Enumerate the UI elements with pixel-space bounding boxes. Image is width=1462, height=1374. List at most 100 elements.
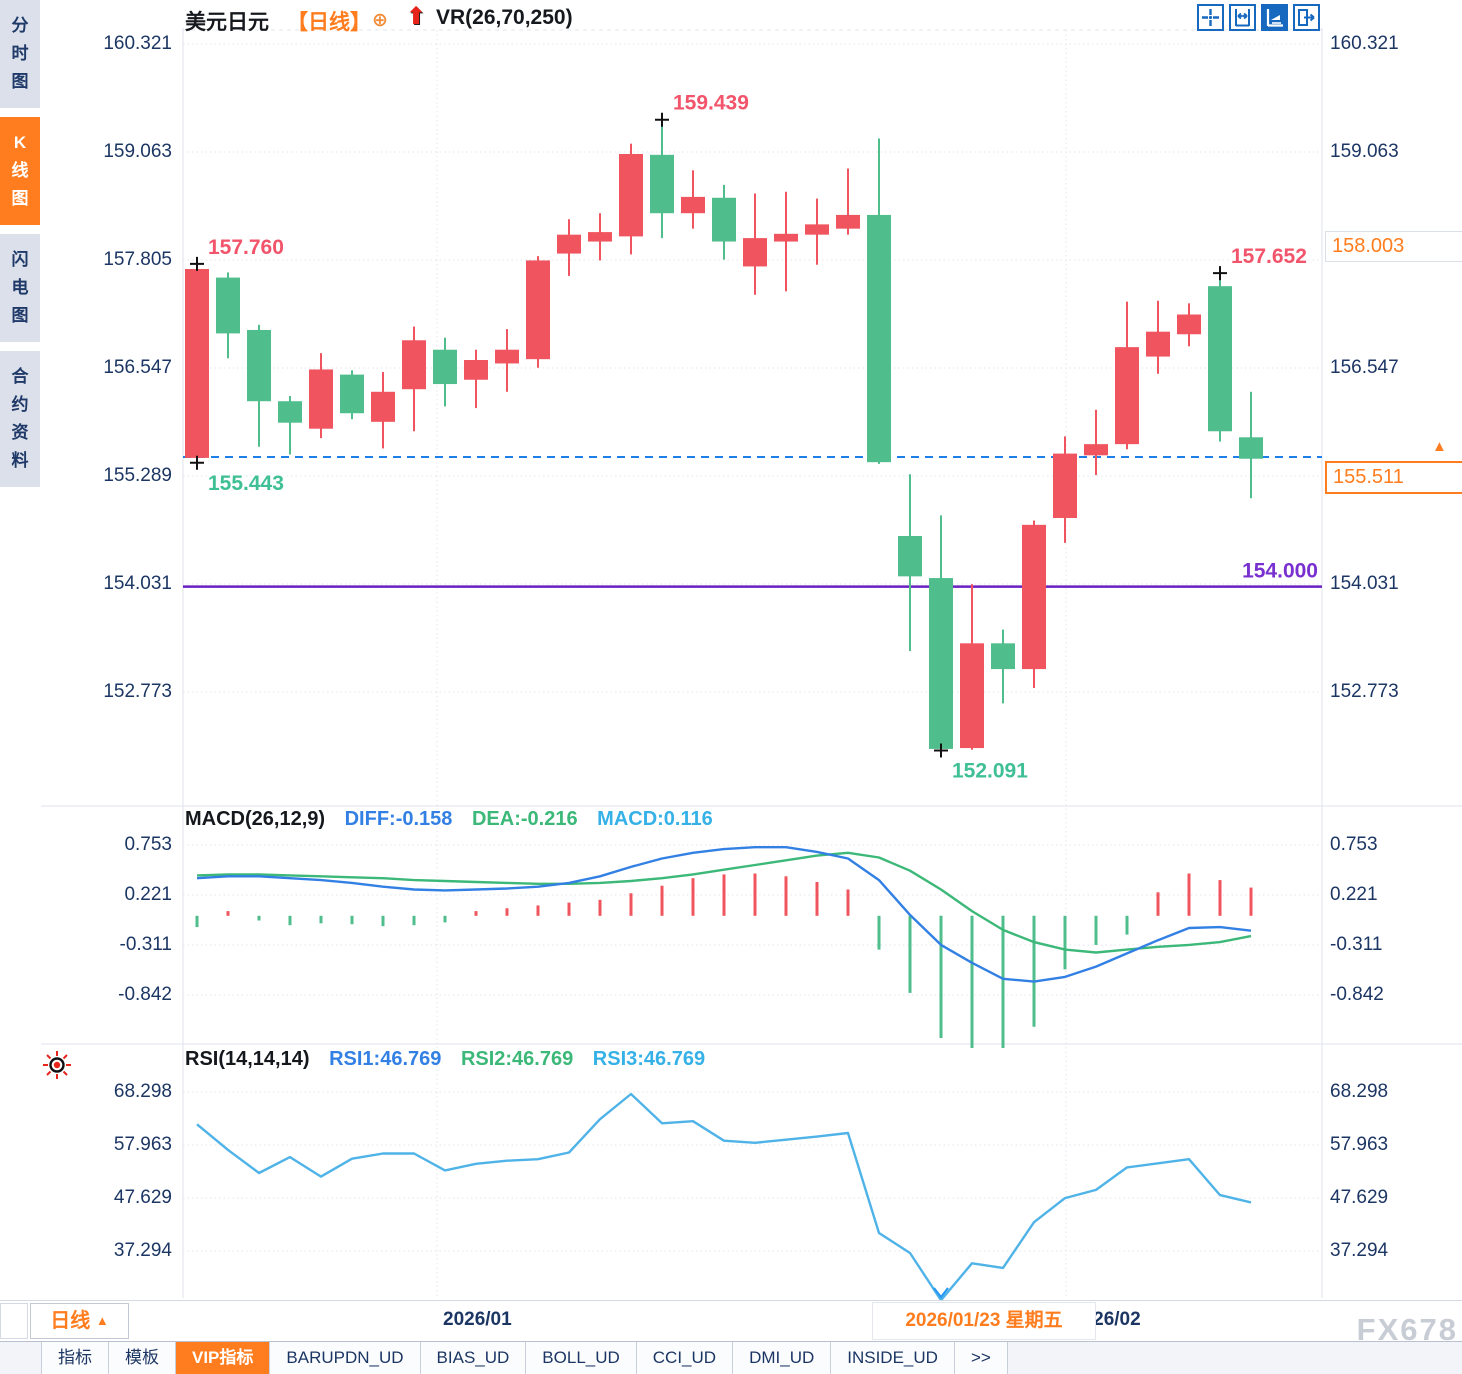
rsi-axis-left-label: 68.298 bbox=[113, 1081, 172, 1102]
overlay-indicator-label[interactable]: VR(26,70,250) bbox=[436, 6, 573, 29]
rsi2-value: RSI2:46.769 bbox=[460, 1048, 574, 1070]
tab->>[interactable]: >> bbox=[954, 1342, 1008, 1374]
candle-body[interactable] bbox=[557, 234, 581, 254]
tab-dmi_ud[interactable]: DMI_UD bbox=[733, 1342, 832, 1374]
indicator-tabbar: 指标 模板 VIP指标 BARUPDN_UD BIAS_UD BOLL_UD CCI_UD D… bbox=[0, 1341, 1462, 1374]
candle-body[interactable] bbox=[1115, 347, 1139, 445]
rsi-header: RSI(14,14,14) RSI1:46.769 RSI2:46.769 RS… bbox=[185, 1048, 705, 1071]
candle-body[interactable] bbox=[1053, 453, 1077, 518]
extreme-marker-icon bbox=[190, 256, 204, 271]
macd-axis-right-label: -0.311 bbox=[1330, 934, 1383, 955]
rsi1-value: RSI1:46.769 bbox=[329, 1048, 442, 1070]
extreme-marker-icon bbox=[934, 743, 948, 758]
macd-axis-right-label: 0.753 bbox=[1330, 834, 1378, 855]
candle-body[interactable] bbox=[929, 578, 953, 749]
target-icon[interactable]: ⊕ bbox=[372, 10, 388, 31]
sidebar-item-2[interactable]: 闪电图 bbox=[0, 234, 40, 342]
candle-body[interactable] bbox=[1022, 524, 1046, 670]
tab-boll_ud[interactable]: BOLL_UD bbox=[526, 1342, 637, 1374]
sidebar-item-3[interactable]: 合约资料 bbox=[0, 351, 40, 487]
tab-vip指标[interactable]: VIP指标 bbox=[176, 1342, 271, 1374]
price-axis-left-label: 156.547 bbox=[103, 357, 172, 378]
candle-body[interactable] bbox=[774, 233, 798, 242]
tab-指标[interactable]: 指标 bbox=[42, 1342, 109, 1374]
macd-axis-left-label: -0.842 bbox=[118, 984, 172, 1005]
watermark: FX678 bbox=[1356, 1312, 1458, 1347]
candle-body[interactable] bbox=[185, 269, 209, 458]
candle-body[interactable] bbox=[464, 360, 488, 380]
candle-body[interactable] bbox=[526, 260, 550, 360]
macd-axis-left-label: -0.311 bbox=[119, 934, 172, 955]
tabbar-spacer bbox=[0, 1342, 42, 1374]
candle-body[interactable] bbox=[743, 238, 767, 267]
time-axis-strip bbox=[0, 1300, 1462, 1341]
candle-body[interactable] bbox=[340, 374, 364, 414]
alarm-sun-icon[interactable] bbox=[41, 1049, 73, 1081]
macd-diff-value: DIFF:-0.158 bbox=[344, 808, 453, 830]
period-tag[interactable]: 【日线】 bbox=[287, 11, 371, 34]
axis-corner-cell bbox=[0, 1303, 28, 1339]
axis-range-icon[interactable] bbox=[1229, 4, 1256, 31]
candle-body[interactable] bbox=[805, 224, 829, 235]
price-annotation: 152.091 bbox=[952, 760, 1028, 783]
extreme-marker-icon bbox=[190, 455, 204, 470]
rsi-axis-left-label: 57.963 bbox=[113, 1134, 172, 1155]
current-price-box: 155.511 bbox=[1325, 461, 1462, 494]
crosshair-icon[interactable] bbox=[1197, 4, 1224, 31]
sidebar-item-0[interactable]: 分时图 bbox=[0, 0, 40, 108]
extreme-marker-icon bbox=[1213, 266, 1227, 281]
crosshair-date-text: 2026/01/23 星期五 bbox=[905, 1310, 1063, 1331]
price-axis-right-label: 156.547 bbox=[1330, 357, 1399, 378]
macd-axis-right-label: -0.842 bbox=[1330, 984, 1384, 1005]
rsi-axis-right-label: 37.294 bbox=[1330, 1240, 1389, 1261]
candle-body[interactable] bbox=[433, 349, 457, 385]
period-selector[interactable]: 日线 ▲ bbox=[30, 1303, 129, 1339]
candle-body[interactable] bbox=[681, 196, 705, 214]
candle-body[interactable] bbox=[588, 232, 612, 242]
candle-body[interactable] bbox=[371, 391, 395, 422]
symbol-title: 美元日元 bbox=[185, 11, 269, 34]
rsi-axis-right-label: 57.963 bbox=[1330, 1134, 1389, 1155]
candle-body[interactable] bbox=[247, 329, 271, 402]
candle-body[interactable] bbox=[650, 154, 674, 214]
price-up-arrow-icon: ▲ bbox=[1432, 438, 1447, 455]
candle-body[interactable] bbox=[898, 536, 922, 577]
candle-body[interactable] bbox=[712, 197, 736, 242]
purple-level-label: 154.000 bbox=[1242, 560, 1318, 583]
macd-diff-line bbox=[196, 846, 1252, 983]
candle-body[interactable] bbox=[960, 643, 984, 749]
tab-barupdn_ud[interactable]: BARUPDN_UD bbox=[270, 1342, 421, 1374]
candle-body[interactable] bbox=[278, 401, 302, 423]
tab-inside_ud[interactable]: INSIDE_UD bbox=[831, 1342, 955, 1374]
candle-body[interactable] bbox=[309, 369, 333, 429]
candle-body[interactable] bbox=[402, 340, 426, 390]
tab-cci_ud[interactable]: CCI_UD bbox=[636, 1342, 734, 1374]
candle-body[interactable] bbox=[619, 153, 643, 237]
macd-axis-right-label: 0.221 bbox=[1330, 884, 1378, 905]
price-axis-right-label: 160.321 bbox=[1330, 33, 1399, 54]
macd-title[interactable]: MACD(26,12,9) bbox=[185, 808, 326, 830]
price-axis-left-label: 154.031 bbox=[103, 573, 172, 594]
macd-dea-line bbox=[196, 851, 1252, 954]
rsi-title[interactable]: RSI(14,14,14) bbox=[185, 1048, 310, 1070]
tab-模板[interactable]: 模板 bbox=[109, 1342, 176, 1374]
candle-body[interactable] bbox=[216, 277, 240, 334]
candle-body[interactable] bbox=[1146, 331, 1170, 357]
candle-body[interactable] bbox=[1239, 437, 1263, 459]
candle-body[interactable] bbox=[495, 349, 519, 364]
export-chart-icon[interactable] bbox=[1293, 4, 1320, 31]
candle-body[interactable] bbox=[1208, 286, 1232, 432]
tab-bias_ud[interactable]: BIAS_UD bbox=[420, 1342, 527, 1374]
crosshair-date-label: 2026/01/23 星期五 bbox=[872, 1302, 1096, 1340]
macd-axis-left-label: 0.753 bbox=[124, 834, 172, 855]
high-marker-box: 158.003 bbox=[1325, 231, 1462, 262]
candle-body[interactable] bbox=[1084, 444, 1108, 456]
candle-body[interactable] bbox=[867, 214, 891, 463]
candle-body[interactable] bbox=[836, 214, 860, 229]
candle-body[interactable] bbox=[991, 643, 1015, 670]
candle-body[interactable] bbox=[1177, 314, 1201, 335]
rsi-line bbox=[196, 1092, 1252, 1302]
axis-scale-icon[interactable] bbox=[1261, 4, 1288, 31]
